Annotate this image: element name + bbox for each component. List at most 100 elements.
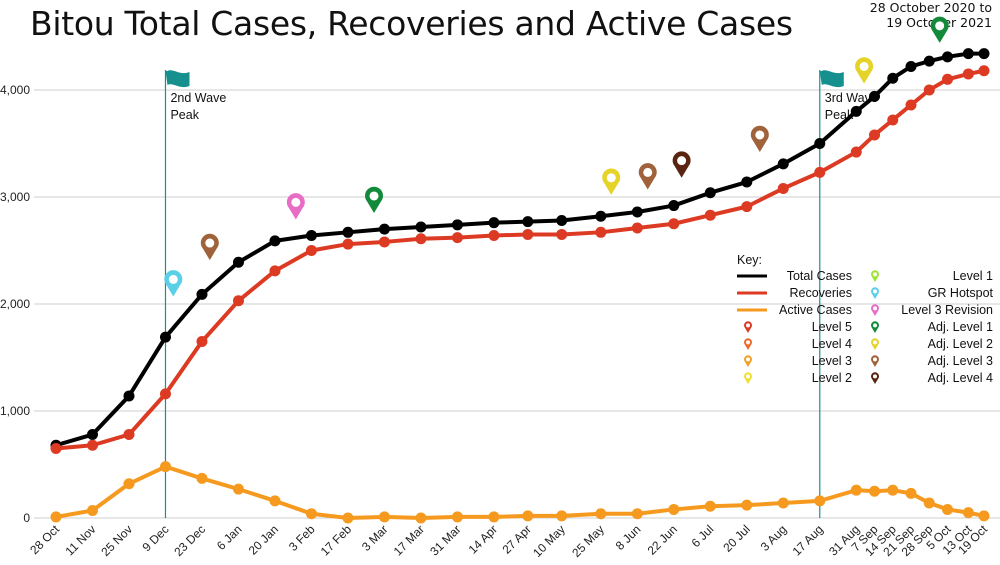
legend-label: Adj. Level 1 bbox=[928, 320, 993, 334]
series-recoveries bbox=[50, 65, 990, 454]
x-tick-label: 17 Mar bbox=[391, 522, 427, 558]
legend-label: Adj. Level 3 bbox=[928, 354, 993, 368]
data-point bbox=[869, 485, 881, 497]
pin-hole bbox=[873, 289, 877, 294]
x-tick-label: 17 Aug bbox=[790, 522, 826, 558]
pin-hole bbox=[369, 191, 379, 201]
data-point bbox=[522, 228, 534, 240]
x-tick-label: 25 Nov bbox=[98, 522, 135, 559]
data-point bbox=[123, 478, 135, 490]
chart-title: Bitou Total Cases, Recoveries and Active… bbox=[30, 4, 793, 43]
legend-label: Adj. Level 4 bbox=[928, 371, 993, 385]
x-tick-label: 25 May bbox=[569, 522, 607, 560]
data-point bbox=[905, 487, 917, 499]
data-point bbox=[923, 55, 935, 67]
legend-pin-icon bbox=[744, 338, 752, 350]
data-point bbox=[451, 232, 463, 244]
data-point bbox=[978, 48, 990, 60]
data-point bbox=[704, 187, 716, 199]
legend-label: Level 4 bbox=[812, 337, 852, 351]
legend-label: Level 2 bbox=[812, 371, 852, 385]
pin-hole bbox=[873, 272, 877, 277]
data-point bbox=[123, 390, 135, 402]
y-tick-label: 4,000 bbox=[0, 83, 30, 97]
data-point bbox=[342, 226, 354, 238]
pin-hole bbox=[746, 374, 750, 379]
data-point bbox=[814, 495, 826, 507]
legend-pin-icon bbox=[871, 304, 879, 316]
y-tick-label: 3,000 bbox=[0, 190, 30, 204]
data-point bbox=[556, 215, 568, 227]
x-axis: 28 Oct 11 Nov 25 Nov 9 Dec 23 Dec 6 Jan 20 Jan… bbox=[27, 522, 990, 560]
data-point bbox=[905, 60, 917, 72]
flag-icon bbox=[819, 70, 844, 88]
data-point bbox=[962, 507, 974, 519]
data-point bbox=[631, 508, 643, 520]
x-tick-label: 6 Jul bbox=[689, 522, 717, 550]
level-pin-icon bbox=[672, 151, 691, 178]
x-tick-label: 9 Dec bbox=[140, 522, 172, 554]
legend-label: Level 3 Revision bbox=[901, 303, 993, 317]
legend-pin-icon bbox=[871, 355, 879, 367]
data-point bbox=[777, 182, 789, 194]
pin-hole bbox=[873, 374, 877, 379]
data-point bbox=[962, 48, 974, 60]
legend-label: GR Hotspot bbox=[928, 286, 994, 300]
x-tick-label: 14 Apr bbox=[466, 522, 500, 556]
level-pin-icon bbox=[200, 233, 219, 261]
y-tick-label: 2,000 bbox=[0, 297, 30, 311]
pin-hole bbox=[291, 197, 301, 207]
data-point bbox=[451, 511, 463, 523]
data-point bbox=[962, 68, 974, 80]
data-point bbox=[887, 114, 899, 126]
data-point bbox=[595, 508, 607, 520]
data-point bbox=[305, 245, 317, 256]
gridlines: 0 1,000 2,000 3,000 4,000 bbox=[0, 83, 1000, 525]
data-point bbox=[741, 176, 753, 188]
wave-peak-label: Peak bbox=[170, 108, 199, 122]
legend-label: Total Cases bbox=[787, 269, 852, 283]
data-point bbox=[50, 511, 62, 523]
data-point bbox=[196, 472, 208, 484]
data-point bbox=[668, 200, 680, 212]
data-point bbox=[123, 429, 135, 441]
pin-hole bbox=[168, 274, 178, 284]
data-point bbox=[556, 510, 568, 522]
data-point bbox=[196, 288, 208, 300]
data-point bbox=[86, 439, 98, 451]
legend-label: Recoveries bbox=[789, 286, 852, 300]
data-point bbox=[378, 511, 390, 523]
x-tick-label: 10 May bbox=[530, 522, 568, 560]
data-point bbox=[777, 497, 789, 509]
legend-pin-icon bbox=[871, 321, 879, 333]
data-point bbox=[342, 512, 354, 524]
series-line bbox=[55, 68, 985, 451]
data-point bbox=[905, 99, 917, 111]
pin-hole bbox=[746, 340, 750, 345]
data-point bbox=[887, 484, 899, 496]
data-point bbox=[978, 510, 990, 522]
y-tick-label: 0 bbox=[23, 511, 30, 525]
data-point bbox=[741, 201, 753, 213]
data-point bbox=[850, 146, 862, 158]
wave-peak-marker: 2nd Wave Peak bbox=[164, 70, 226, 518]
x-tick-label: 27 Apr bbox=[500, 522, 534, 556]
level-pin-icon bbox=[750, 125, 769, 153]
data-point bbox=[269, 265, 281, 277]
data-point bbox=[159, 388, 171, 400]
data-point bbox=[196, 335, 208, 347]
data-point bbox=[631, 206, 643, 218]
data-point bbox=[942, 51, 954, 63]
data-point bbox=[850, 484, 862, 496]
data-point bbox=[595, 226, 607, 238]
data-point bbox=[595, 210, 607, 222]
legend-label: Active Cases bbox=[779, 303, 852, 317]
data-point bbox=[814, 138, 826, 149]
data-point bbox=[415, 221, 427, 233]
data-point bbox=[869, 90, 881, 102]
data-point bbox=[704, 500, 716, 512]
data-point bbox=[159, 331, 171, 343]
x-tick-label: 8 Jun bbox=[613, 522, 644, 553]
data-point bbox=[159, 461, 171, 473]
